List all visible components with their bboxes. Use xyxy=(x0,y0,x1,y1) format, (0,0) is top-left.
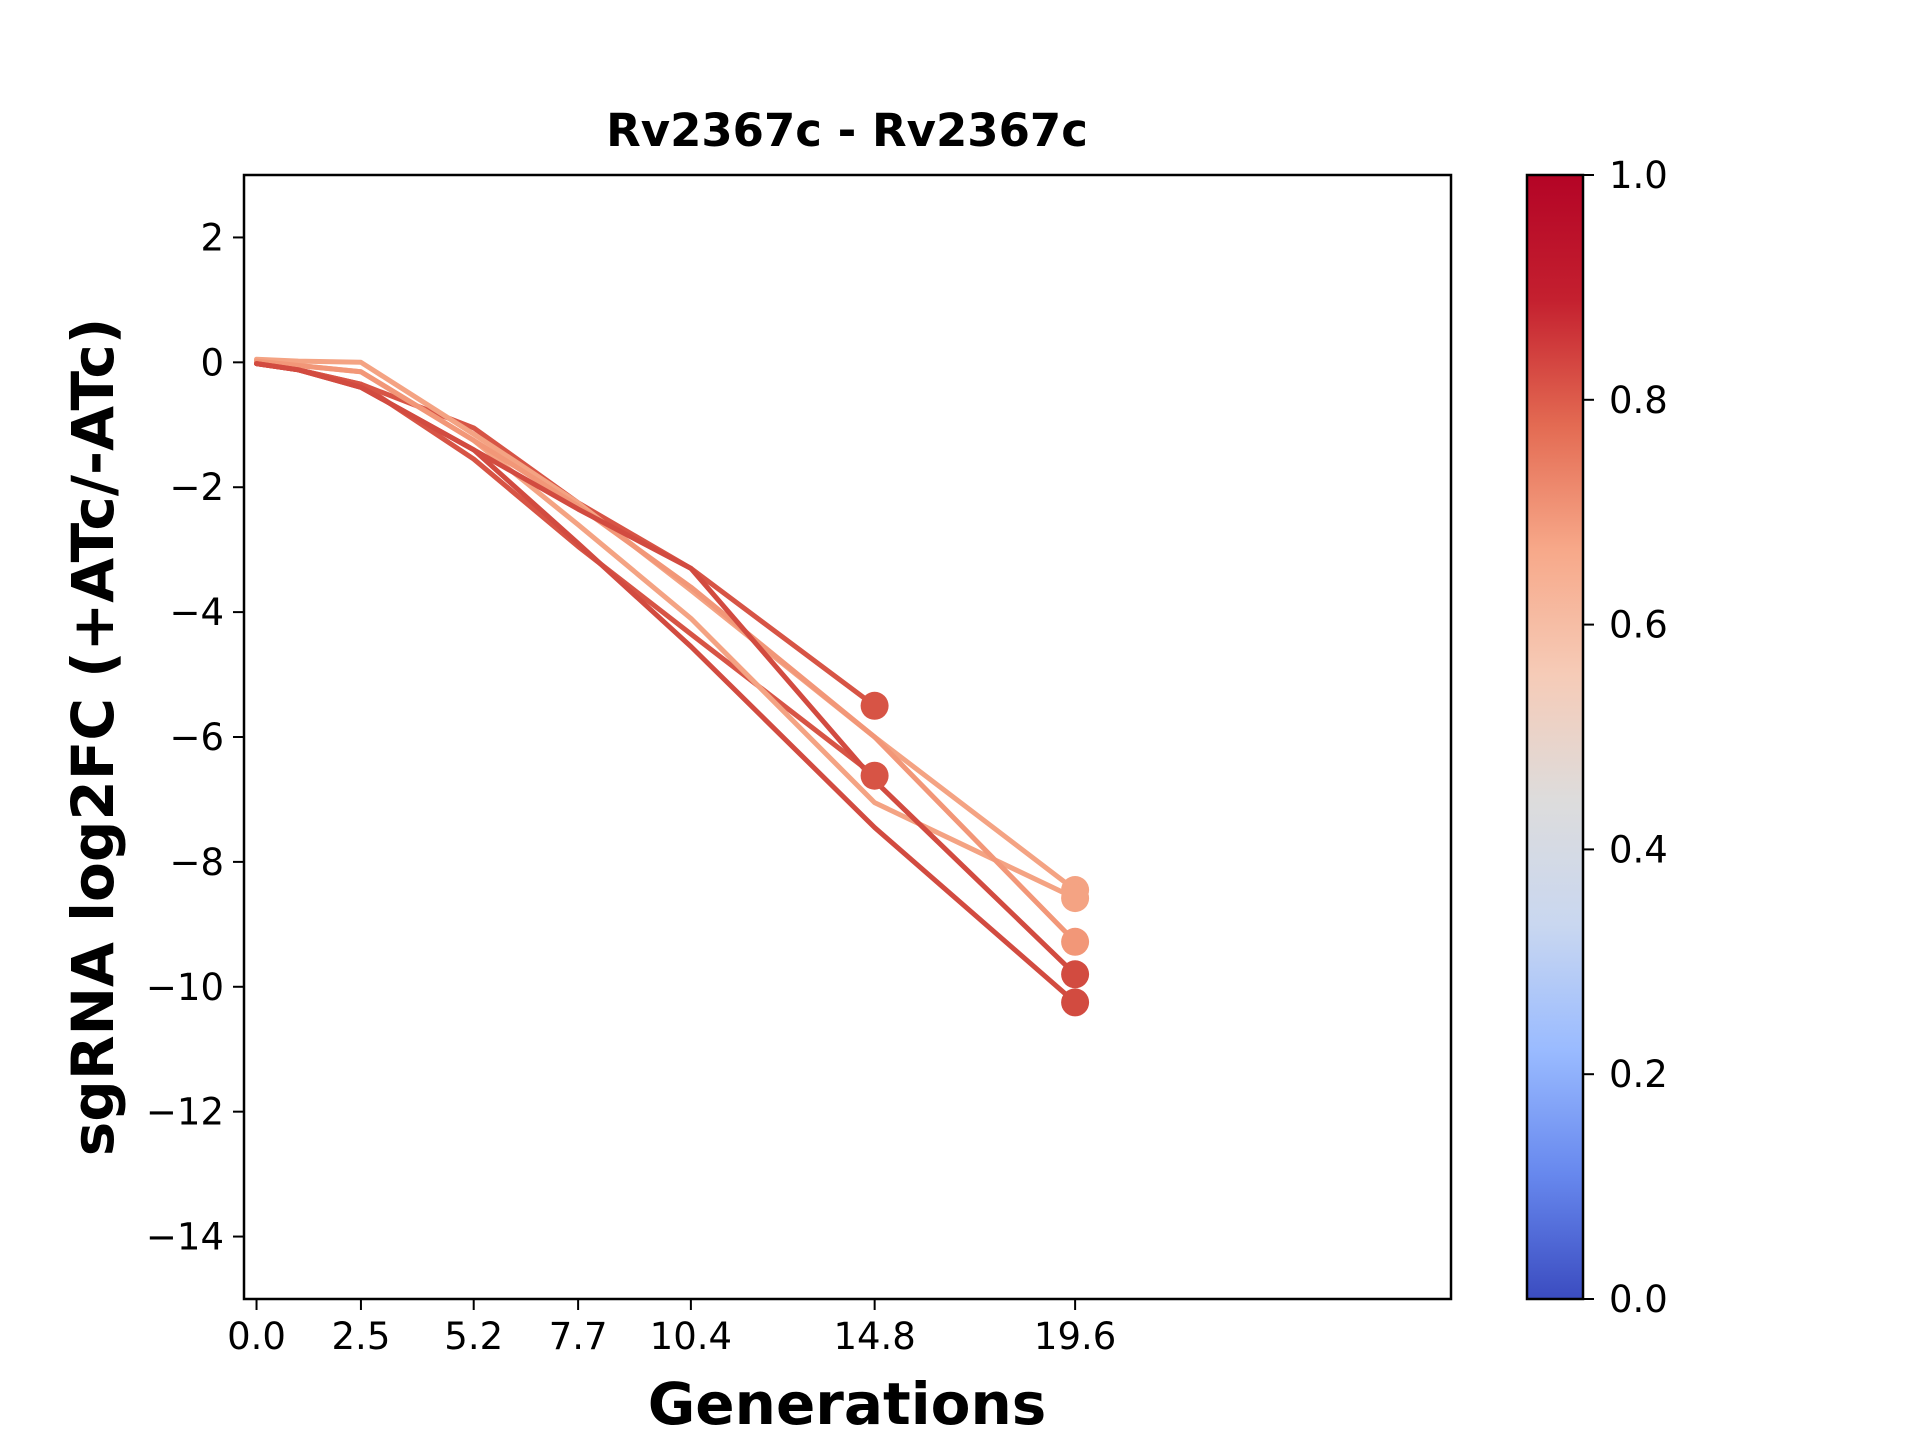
x-tick-label: 10.4 xyxy=(650,1315,732,1358)
x-tick-label: 14.8 xyxy=(833,1315,915,1358)
chart-title: Rv2367c - Rv2367c xyxy=(606,104,1088,157)
colorbar-tick-label: 0.0 xyxy=(1609,1278,1668,1321)
y-axis-title: sgRNA log2FC (+ATc/-ATc) xyxy=(59,318,127,1156)
y-tick-label: −6 xyxy=(169,716,224,759)
series-line-7 xyxy=(254,361,1078,1005)
series-line-5 xyxy=(254,358,1078,945)
series-end-point-7 xyxy=(1061,988,1090,1017)
x-tick-label: 2.5 xyxy=(332,1315,391,1358)
y-tick-label: 0 xyxy=(200,341,224,384)
series-end-point-5 xyxy=(1061,927,1090,956)
colorbar-tick-label: 0.4 xyxy=(1609,828,1668,871)
series-end-point-2 xyxy=(860,761,889,790)
y-tick-label: −4 xyxy=(169,591,224,634)
colorbar-frame xyxy=(1525,173,1585,1301)
y-tick-label: −10 xyxy=(146,966,224,1009)
marker-layer xyxy=(860,691,1090,1017)
x-axis-title: Generations xyxy=(648,1370,1047,1438)
series-end-point-6 xyxy=(1061,960,1090,989)
colorbar-tick-label: 0.8 xyxy=(1609,379,1668,422)
y-tick-label: −2 xyxy=(169,466,224,509)
series-end-point-4 xyxy=(1061,884,1090,913)
series-end-point-1 xyxy=(860,691,889,720)
y-tick-label: −14 xyxy=(146,1216,224,1259)
x-tick-label: 0.0 xyxy=(227,1315,286,1358)
x-tick-label: 7.7 xyxy=(549,1315,608,1358)
plot-background xyxy=(244,175,1451,1299)
x-axis: 0.0 2.5 5.2 7.7 10.4 14.8 19.6 xyxy=(227,1299,1116,1358)
y-axis: 2 0 −2 −4 −6 −8 −10 −12 −14 xyxy=(146,216,244,1259)
y-tick-label: 2 xyxy=(200,216,224,259)
y-tick-label: −12 xyxy=(146,1091,224,1134)
x-tick-label: 19.6 xyxy=(1034,1315,1116,1358)
colorbar-gradient xyxy=(1527,175,1583,1299)
x-tick-label: 5.2 xyxy=(444,1315,503,1358)
colorbar-tick-label: 0.6 xyxy=(1609,604,1668,647)
colorbar: 0.0 0.2 0.4 0.6 0.8 1.0 xyxy=(1525,154,1668,1321)
series-layer xyxy=(254,356,1078,1005)
colorbar-tick-label: 0.2 xyxy=(1609,1053,1668,1096)
colorbar-ticks: 0.0 0.2 0.4 0.6 0.8 1.0 xyxy=(1583,154,1668,1321)
colorbar-tick-label: 1.0 xyxy=(1609,154,1668,197)
y-tick-label: −8 xyxy=(169,841,224,884)
